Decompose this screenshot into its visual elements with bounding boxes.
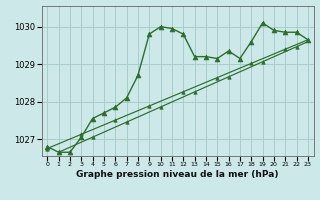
X-axis label: Graphe pression niveau de la mer (hPa): Graphe pression niveau de la mer (hPa) bbox=[76, 170, 279, 179]
